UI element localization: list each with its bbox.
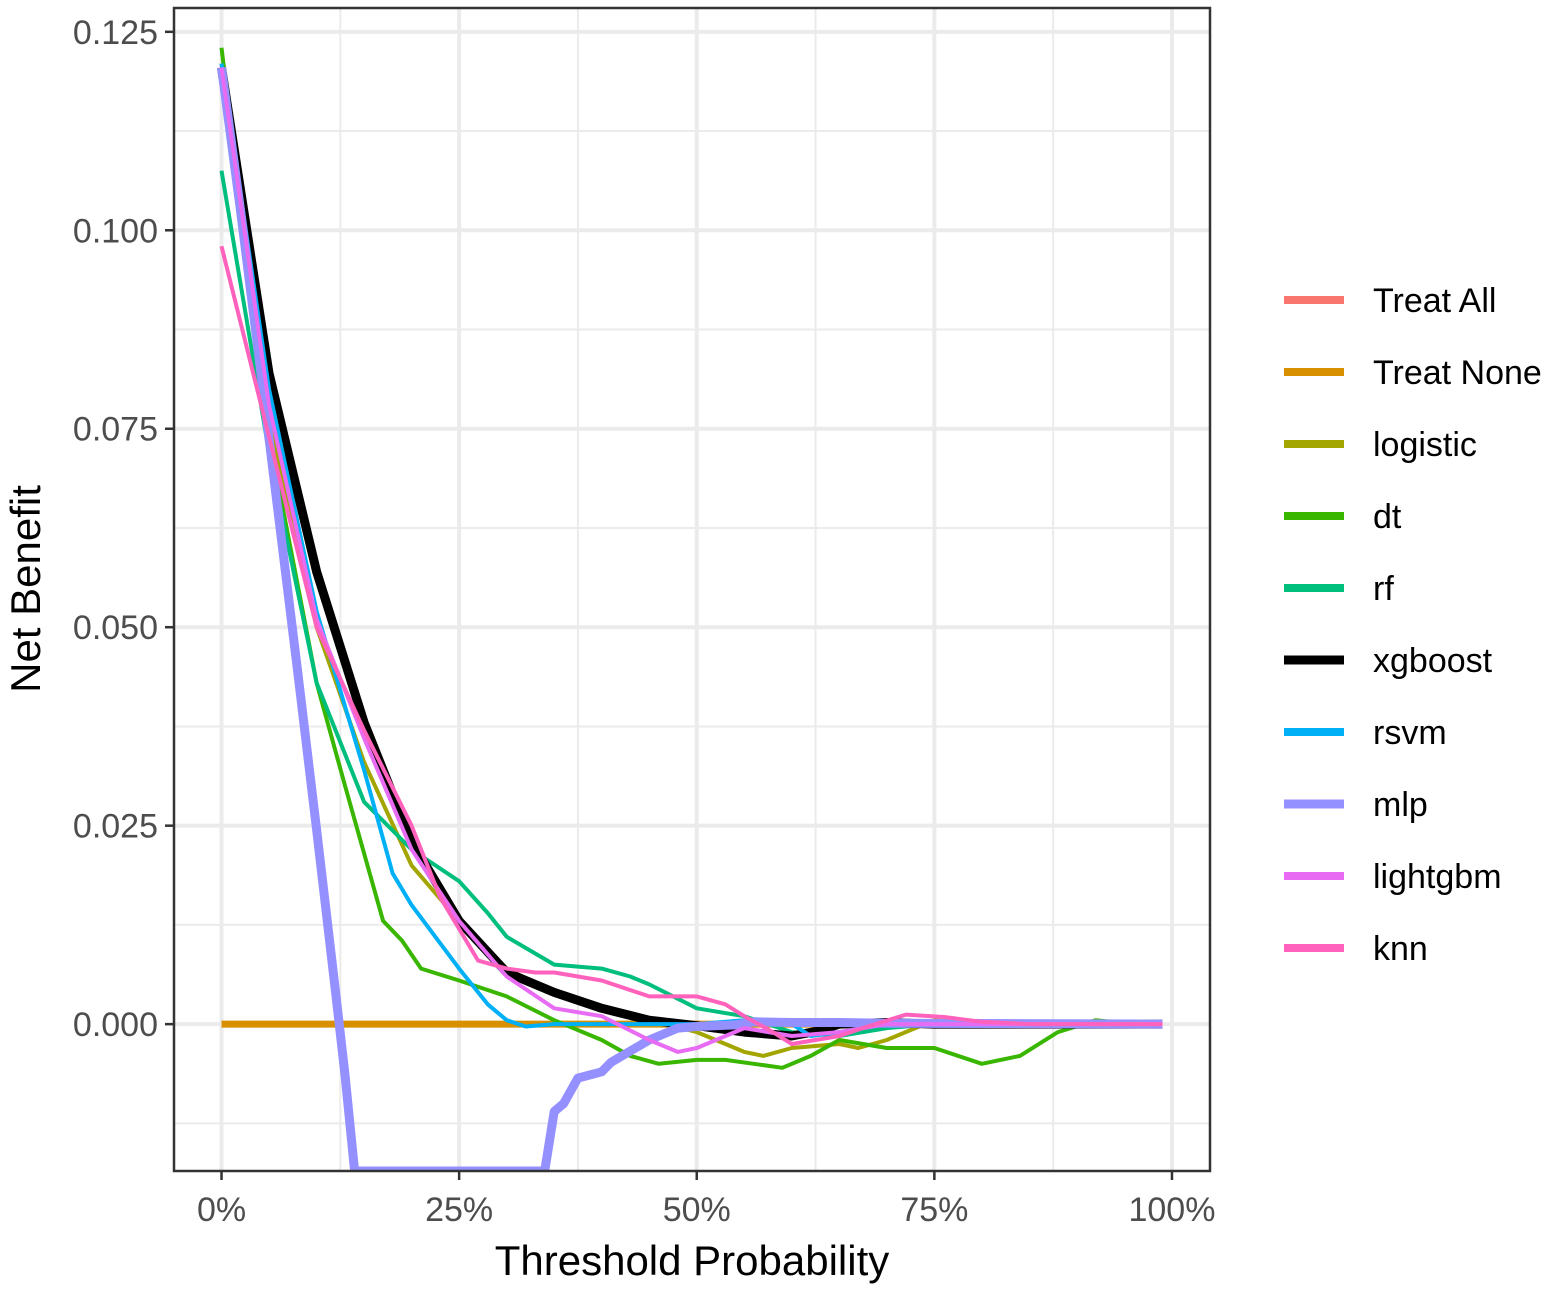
legend-label-logistic: logistic bbox=[1373, 426, 1477, 464]
series-line-dt bbox=[219, 47, 1163, 1070]
legend-label-rsvm: rsvm bbox=[1373, 714, 1447, 752]
legend-label-xgboost: xgboost bbox=[1373, 642, 1493, 680]
legend-label-mlp: mlp bbox=[1373, 786, 1428, 824]
x-tick-label: 75% bbox=[900, 1191, 968, 1229]
legend-label-rf: rf bbox=[1373, 570, 1394, 608]
y-axis: 0.000 0.025 0.050 0.075 0.100 0.125 bbox=[73, 14, 174, 1044]
y-tick-label: 0.100 bbox=[73, 212, 158, 250]
plot-background bbox=[174, 8, 1210, 1171]
legend-label-knn: knn bbox=[1373, 930, 1428, 968]
x-tick-label: 100% bbox=[1128, 1191, 1215, 1229]
y-tick-label: 0.075 bbox=[73, 411, 158, 449]
series-lines bbox=[217, 47, 1163, 1171]
y-axis-title: Net Benefit bbox=[2, 485, 49, 693]
x-tick-label: 0% bbox=[197, 1191, 246, 1229]
series-line-mlp bbox=[217, 66, 1163, 1171]
x-axis: 0% 25% 50% 75% 100% bbox=[197, 1171, 1215, 1229]
minor-gridlines bbox=[174, 8, 1210, 1171]
y-tick-label: 0.050 bbox=[73, 609, 158, 647]
legend-label-lightgbm: lightgbm bbox=[1373, 858, 1502, 896]
plot-border bbox=[172, 6, 1212, 1173]
y-tick-label: 0.000 bbox=[73, 1006, 158, 1044]
y-tick-label: 0.125 bbox=[73, 14, 158, 52]
x-tick-label: 25% bbox=[425, 1191, 493, 1229]
x-tick-label: 50% bbox=[663, 1191, 731, 1229]
legend-label-dt: dt bbox=[1373, 498, 1402, 536]
legend-label-treat-none: Treat None bbox=[1373, 354, 1542, 392]
y-tick-label: 0.025 bbox=[73, 808, 158, 846]
series-line-knn bbox=[219, 245, 1163, 1046]
x-axis-title: Threshold Probability bbox=[495, 1237, 890, 1284]
legend: Treat All Treat None logistic dt rf xgboost rs… bbox=[1284, 282, 1542, 968]
legend-label-treat-all: Treat All bbox=[1373, 282, 1496, 320]
